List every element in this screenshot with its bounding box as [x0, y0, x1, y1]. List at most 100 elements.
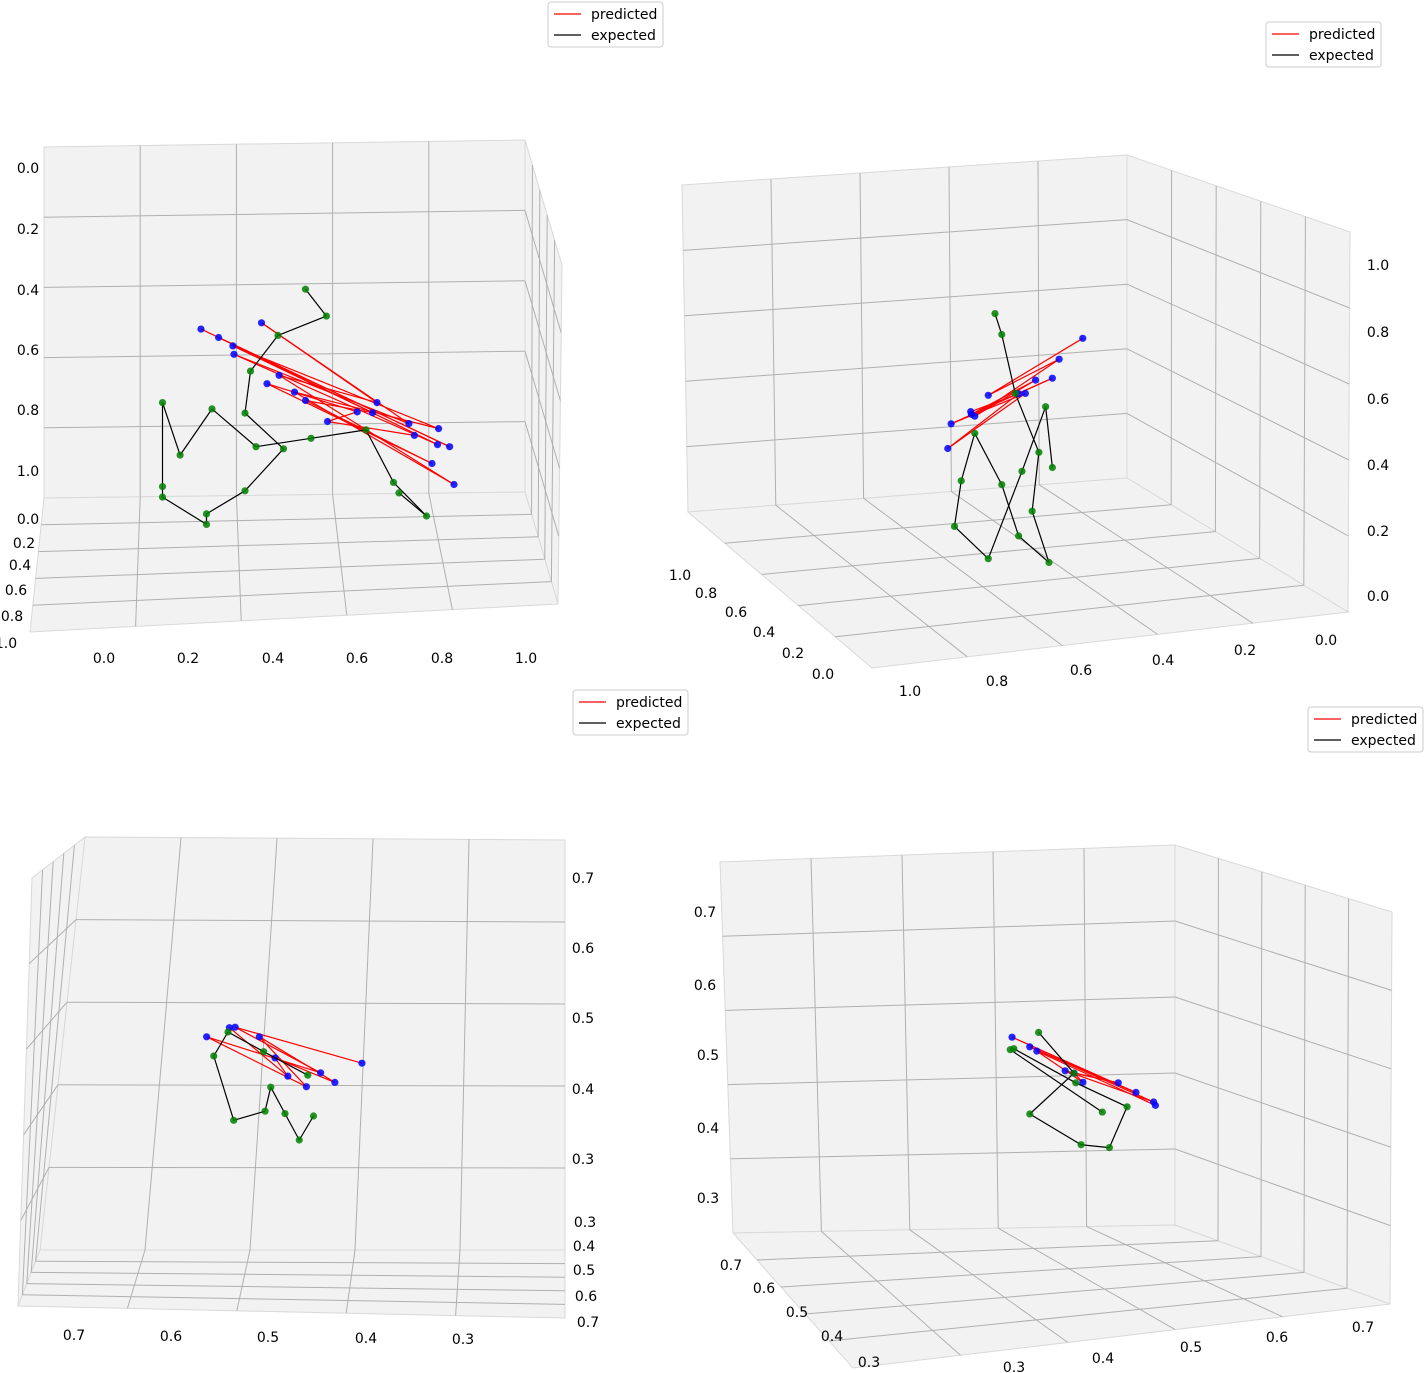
expected-segment — [244, 371, 252, 414]
y-tick-label: 0.0 — [1315, 633, 1337, 649]
gridline — [524, 421, 560, 537]
legend-label-expected: expected — [1309, 48, 1374, 64]
gridline — [537, 189, 541, 537]
expected-point — [1098, 1108, 1106, 1116]
z-tick-label: 0.6 — [694, 978, 716, 994]
gridline — [26, 1283, 566, 1292]
expected-point — [971, 429, 979, 437]
plot-area — [944, 310, 1087, 567]
predicted-segment — [274, 1057, 289, 1077]
predicted-point — [263, 380, 271, 388]
expected-point — [158, 399, 167, 407]
expected-segment — [954, 525, 989, 560]
pane-floor — [17, 1249, 566, 1319]
predicted-segment — [970, 393, 1019, 413]
gridline — [684, 283, 1128, 317]
expected-segment — [270, 1086, 286, 1114]
gridline — [1303, 216, 1306, 586]
predicted-segment — [229, 1027, 289, 1077]
gridline — [524, 280, 561, 401]
subplot-top-left: 0.0 0.2 0.4 0.6 0.8 1.0 0.0 0.2 0.4 0.6 0.8 1.0 0.0 0… — [0, 1, 664, 667]
predicted-segment — [232, 345, 373, 414]
x-tick-label: 0.6 — [160, 1329, 182, 1345]
y-tick-label: 0.3 — [858, 1355, 880, 1371]
gridline — [724, 504, 1172, 544]
expected-point — [1015, 532, 1023, 540]
z-tick-label: 0.5 — [572, 1011, 594, 1027]
predicted-segment — [987, 337, 1084, 396]
expected-point — [309, 1112, 318, 1120]
gridline — [1126, 283, 1350, 385]
expected-segment — [233, 1110, 266, 1121]
gridline — [951, 491, 1158, 635]
expected-point — [1035, 1028, 1043, 1036]
expected-point — [241, 487, 249, 495]
expected-segment — [206, 490, 246, 515]
expected-segment — [994, 313, 1003, 335]
expected-segment — [1081, 1144, 1110, 1149]
legend-box — [1265, 21, 1382, 68]
gridline — [685, 348, 1128, 382]
expected-segment — [960, 433, 976, 481]
gridline — [332, 494, 348, 616]
y-tick-label: 0.8 — [1, 609, 23, 625]
expected-segment — [211, 408, 257, 448]
gridline — [901, 855, 911, 1230]
x-tick-label: 0.4 — [262, 651, 284, 667]
expected-point — [224, 1028, 232, 1036]
series-expected — [158, 285, 431, 529]
gridline — [354, 838, 374, 1251]
expected-point — [322, 312, 330, 320]
predicted-point — [255, 1033, 263, 1041]
gridline — [770, 178, 777, 506]
gridline — [35, 1260, 566, 1265]
expected-point — [1042, 403, 1050, 411]
gridline — [1174, 920, 1392, 991]
series-expected — [210, 1028, 318, 1144]
expected-segment — [298, 1115, 315, 1141]
legend: predicted expected — [547, 1, 664, 48]
z-tick-label: 1.0 — [1367, 258, 1389, 274]
z-tick-label: 0.3 — [697, 1191, 719, 1207]
x-tick-label: 0.8 — [431, 651, 453, 667]
expected-segment — [305, 288, 327, 317]
predicted-point — [231, 1023, 239, 1031]
expected-point — [998, 481, 1006, 489]
expected-segment — [284, 1113, 300, 1141]
x-tick-label: 0.4 — [355, 1331, 377, 1347]
x-tick-label: 0.2 — [177, 651, 199, 667]
gridline — [75, 919, 566, 923]
expected-point — [1028, 507, 1036, 515]
expected-point — [301, 285, 310, 293]
pane-floor — [686, 477, 1350, 669]
x-tick-label: 0.5 — [257, 1330, 279, 1346]
predicted-point — [984, 391, 992, 399]
expected-segment — [244, 412, 284, 450]
predicted-point — [1008, 1033, 1016, 1041]
expected-segment — [179, 408, 213, 456]
expected-point — [307, 434, 315, 442]
predicted-point — [229, 342, 237, 350]
gridline — [57, 1084, 566, 1087]
gridline — [1303, 885, 1306, 1273]
plot-area — [158, 285, 458, 529]
predicted-point — [369, 409, 377, 417]
predicted-segment — [987, 358, 1060, 396]
expected-segment — [987, 471, 1023, 559]
expected-point — [1006, 1046, 1014, 1054]
expected-point — [208, 405, 216, 413]
expected-point — [389, 478, 398, 486]
gridline — [31, 1271, 566, 1278]
gridline — [43, 350, 526, 359]
expected-point — [1011, 389, 1019, 397]
gridline — [1259, 201, 1262, 559]
y-tick-label: 0.6 — [1070, 663, 1092, 679]
gridline — [236, 1249, 251, 1311]
legend-box — [572, 689, 689, 736]
expected-segment — [1075, 1082, 1128, 1108]
gridline — [66, 1001, 566, 1005]
predicted-point — [944, 444, 952, 453]
gridline — [1174, 1072, 1391, 1148]
expected-segment — [1009, 1049, 1103, 1113]
